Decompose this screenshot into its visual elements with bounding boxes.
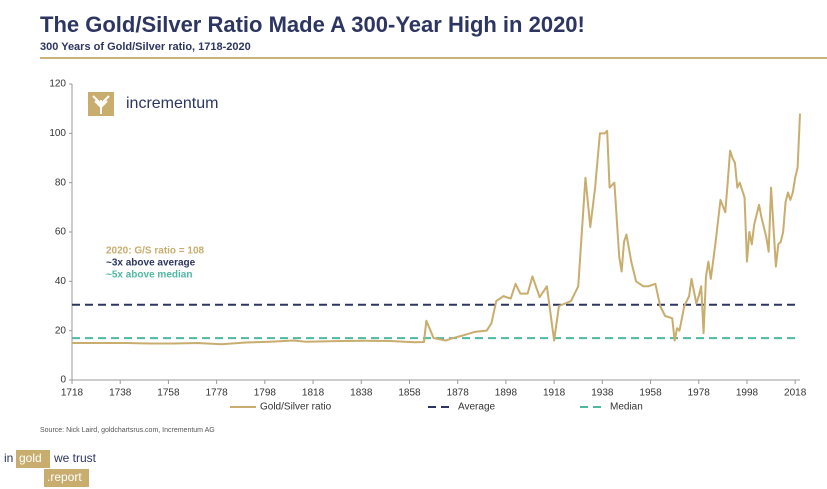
footer-word: we trust <box>53 451 97 465</box>
footer-word: in <box>4 451 13 465</box>
legend-label: Average <box>458 402 496 413</box>
x-tick-label: 1938 <box>591 388 614 399</box>
x-tick-label: 1758 <box>157 388 180 399</box>
annotation: ~3x above average <box>106 258 196 269</box>
legend-label: Gold/Silver ratio <box>260 402 332 413</box>
x-tick-label: 1798 <box>254 388 277 399</box>
data-line <box>72 113 801 346</box>
y-tick-label: 100 <box>49 128 66 139</box>
x-tick-label: 2018 <box>784 388 807 399</box>
logo: incrementum <box>88 92 218 116</box>
x-tick-label: 1898 <box>495 388 518 399</box>
x-tick-label: 1858 <box>398 388 421 399</box>
y-tick-label: 120 <box>49 79 66 90</box>
x-tick-label: 1978 <box>688 388 711 399</box>
logo-text: incrementum <box>126 95 218 112</box>
x-tick-label: 1738 <box>109 388 132 399</box>
legend-label: Median <box>610 402 643 413</box>
x-tick-label: 1818 <box>302 388 325 399</box>
x-tick-label: 1998 <box>736 388 759 399</box>
y-tick-label: 60 <box>55 227 67 238</box>
annotation: ~5x above median <box>106 270 192 281</box>
chart-title: The Gold/Silver Ratio Made A 300-Year Hi… <box>40 12 585 37</box>
x-tick-label: 1778 <box>206 388 229 399</box>
footer-word: .report <box>47 470 82 484</box>
x-tick-label: 1838 <box>350 388 373 399</box>
y-tick-label: 80 <box>55 177 67 188</box>
chart-subtitle: 300 Years of Gold/Silver ratio, 1718-202… <box>40 41 251 53</box>
annotation: 2020: G/S ratio = 108 <box>106 246 205 257</box>
x-tick-label: 1918 <box>543 388 566 399</box>
source: Source: Nick Laird, goldchartsrus.com, I… <box>40 427 215 434</box>
x-tick-label: 1878 <box>447 388 470 399</box>
y-tick-label: 0 <box>60 375 66 386</box>
x-tick-label: 1718 <box>61 388 84 399</box>
y-tick-label: 20 <box>55 325 67 336</box>
footer-box <box>16 450 50 468</box>
footer-box <box>44 469 89 487</box>
y-tick-label: 40 <box>55 276 67 287</box>
footer-logo: in gold we trust .report <box>4 450 97 487</box>
footer-word: gold <box>19 451 42 465</box>
x-tick-label: 1958 <box>639 388 662 399</box>
